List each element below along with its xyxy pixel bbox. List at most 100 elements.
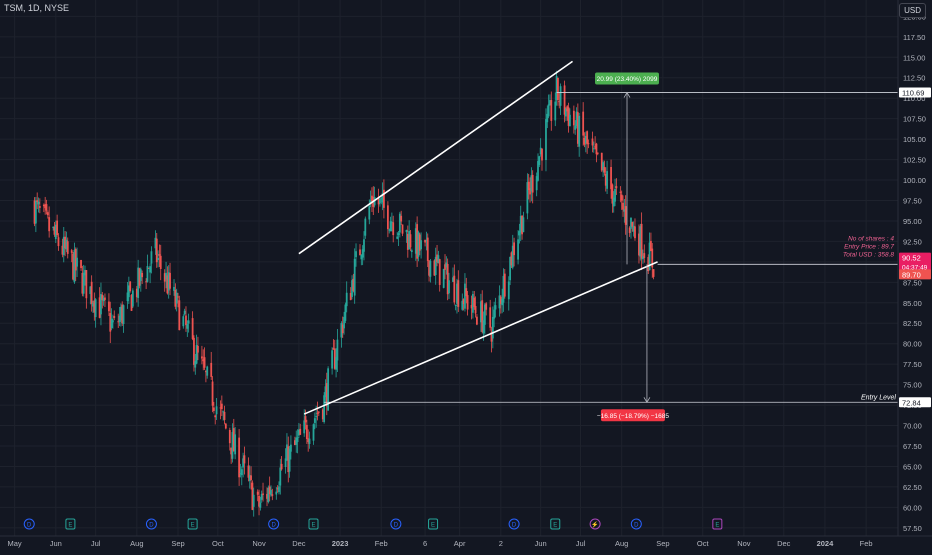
dividend-icon[interactable] bbox=[508, 518, 520, 530]
candle-body bbox=[287, 446, 290, 473]
candle-body bbox=[260, 493, 263, 500]
dividend-icon[interactable] bbox=[23, 518, 35, 530]
event-glyph: D bbox=[634, 523, 639, 529]
candle-body bbox=[147, 267, 150, 269]
candle-body bbox=[195, 345, 198, 364]
candle-body bbox=[178, 300, 181, 331]
candle-body bbox=[485, 303, 488, 310]
candle-body bbox=[219, 407, 222, 409]
candle-body bbox=[539, 147, 542, 155]
candle-body bbox=[38, 206, 41, 208]
event-glyph: E bbox=[311, 523, 315, 529]
candle-body bbox=[410, 250, 413, 252]
dividend-icon[interactable] bbox=[390, 518, 402, 530]
x-tick-label: 2023 bbox=[332, 539, 349, 548]
candle-body bbox=[90, 281, 93, 304]
x-tick-label: Jun bbox=[50, 539, 62, 548]
candle-body bbox=[503, 273, 506, 297]
candle-body bbox=[355, 251, 357, 258]
candle-body bbox=[270, 489, 272, 496]
earnings-icon[interactable] bbox=[65, 518, 76, 530]
candle-body bbox=[46, 212, 49, 216]
candle-body bbox=[113, 315, 116, 319]
candle-body bbox=[57, 237, 60, 247]
candle-body bbox=[336, 339, 339, 361]
candle-body bbox=[634, 226, 636, 239]
candle-body bbox=[262, 493, 264, 495]
earnings-icon[interactable] bbox=[712, 518, 723, 530]
candle-body bbox=[276, 488, 279, 490]
dividend-icon[interactable] bbox=[630, 518, 642, 530]
candle-body bbox=[73, 249, 76, 283]
candle-body bbox=[251, 482, 254, 510]
candle-body bbox=[537, 161, 539, 181]
candle-body bbox=[174, 290, 177, 307]
profit-measure-box[interactable] bbox=[595, 72, 660, 85]
candle-body bbox=[304, 416, 307, 423]
candle-body bbox=[408, 230, 411, 250]
y-tick-label: 115.00 bbox=[903, 53, 925, 62]
y-tick-label: 110.00 bbox=[903, 94, 925, 103]
candle-body bbox=[610, 166, 612, 190]
earnings-icon[interactable] bbox=[550, 518, 561, 530]
candle-body bbox=[632, 225, 635, 232]
candle-body bbox=[466, 295, 469, 310]
candle-body bbox=[474, 305, 477, 314]
candle-body bbox=[630, 217, 632, 229]
dividend-icon[interactable] bbox=[268, 518, 280, 530]
earnings-icon[interactable] bbox=[428, 518, 439, 530]
currency-button[interactable]: USD bbox=[899, 3, 926, 18]
candle-body bbox=[271, 494, 274, 496]
x-tick-label: Oct bbox=[697, 539, 710, 548]
candle-body bbox=[517, 239, 519, 260]
channel-line-upper[interactable] bbox=[298, 60, 574, 255]
candle-body bbox=[325, 383, 328, 407]
candle-body bbox=[313, 418, 316, 423]
candle-body bbox=[308, 438, 311, 444]
earnings-icon[interactable] bbox=[187, 518, 198, 530]
candle-body bbox=[592, 148, 595, 150]
candle-body bbox=[145, 281, 148, 283]
current-price-tag-countdown: 04:37:49 bbox=[902, 265, 928, 272]
x-tick-label: Feb bbox=[860, 539, 873, 548]
candle-body bbox=[522, 217, 525, 233]
candle-body bbox=[169, 272, 171, 289]
candle-body bbox=[335, 357, 337, 370]
candle-body bbox=[648, 242, 651, 271]
candle-body bbox=[34, 200, 37, 224]
candle-body bbox=[212, 407, 215, 411]
candle-body bbox=[205, 371, 207, 373]
candle-body bbox=[530, 175, 533, 192]
candle-body bbox=[363, 239, 365, 252]
candle-body bbox=[127, 285, 130, 298]
candle-body bbox=[234, 434, 237, 455]
y-tick-label: 107.50 bbox=[903, 115, 926, 124]
candle-body bbox=[197, 345, 199, 353]
y-tick-label: 80.00 bbox=[903, 340, 922, 349]
channel-line-lower[interactable] bbox=[303, 261, 658, 415]
dividend-icon[interactable] bbox=[145, 518, 157, 530]
candle-body bbox=[511, 245, 514, 268]
candle-body bbox=[94, 299, 97, 318]
event-glyph: ⚡ bbox=[591, 521, 598, 529]
candle-body bbox=[567, 107, 570, 126]
loss-measure-box[interactable] bbox=[600, 409, 665, 422]
candle-body bbox=[603, 166, 606, 173]
candle-body bbox=[531, 174, 534, 193]
candle-body bbox=[491, 316, 494, 339]
split-event-icon[interactable] bbox=[589, 518, 601, 530]
candle-body bbox=[568, 114, 571, 127]
candle-body bbox=[303, 420, 306, 434]
earnings-icon[interactable] bbox=[308, 518, 319, 530]
x-tick-label: Jun bbox=[535, 539, 547, 548]
candle-body bbox=[554, 101, 557, 121]
x-tick-label: Jul bbox=[576, 539, 586, 548]
price-tag-low bbox=[899, 397, 931, 408]
candle-body bbox=[611, 184, 614, 204]
candle-body bbox=[54, 224, 57, 240]
candle-body bbox=[290, 444, 292, 452]
x-tick-label: Aug bbox=[615, 539, 628, 548]
candle-body bbox=[518, 231, 521, 236]
